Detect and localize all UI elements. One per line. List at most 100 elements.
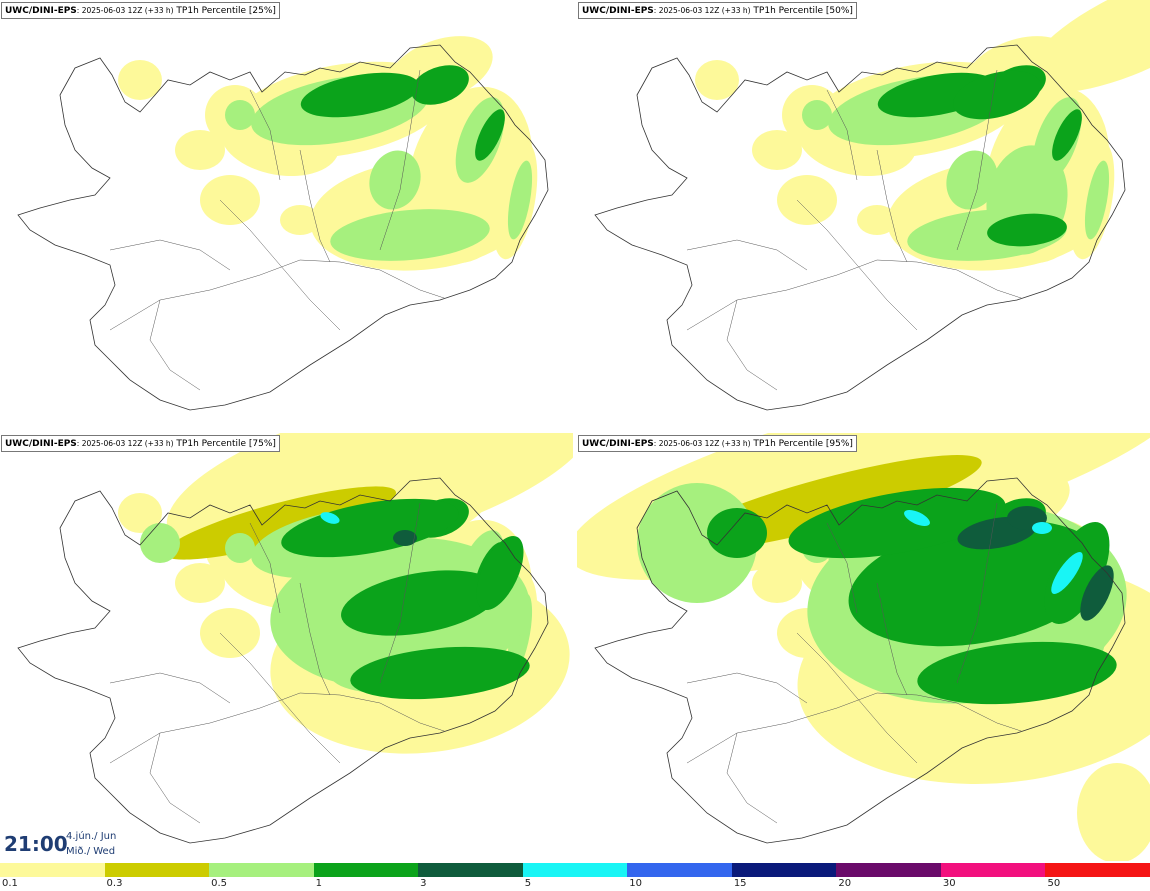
road-line bbox=[109, 239, 231, 271]
precip-area bbox=[225, 533, 255, 563]
coastline bbox=[17, 477, 549, 844]
precip-area bbox=[788, 487, 1006, 559]
precip-area bbox=[1052, 109, 1082, 161]
road-line bbox=[686, 692, 918, 764]
precip-area bbox=[953, 70, 1041, 120]
precip-area bbox=[118, 60, 162, 100]
road-line bbox=[916, 694, 1028, 734]
road-line bbox=[109, 672, 231, 704]
precip-area bbox=[140, 523, 180, 563]
precip-area bbox=[200, 608, 260, 658]
precip-area bbox=[411, 65, 469, 105]
legend-label: 3 bbox=[420, 878, 427, 889]
road-line bbox=[339, 694, 451, 734]
road-line bbox=[686, 672, 808, 704]
valid-time: 21:00 bbox=[4, 832, 68, 856]
road-line bbox=[726, 732, 778, 824]
legend-label: 5 bbox=[524, 878, 532, 889]
road-line bbox=[876, 582, 908, 696]
precip-area bbox=[330, 209, 490, 261]
panel-run: : 2025-06-03 12Z (+33 h) bbox=[76, 6, 174, 15]
road-line bbox=[149, 299, 201, 391]
road-line bbox=[149, 732, 201, 824]
precip-map-p50 bbox=[594, 0, 1150, 411]
legend-swatch bbox=[836, 863, 941, 877]
precip-area bbox=[1051, 552, 1083, 594]
road-line bbox=[686, 259, 918, 331]
precip-area bbox=[200, 175, 260, 225]
road-line bbox=[686, 239, 808, 271]
precip-area bbox=[848, 519, 1106, 647]
precip-area bbox=[1032, 522, 1052, 534]
precip-field bbox=[118, 433, 573, 754]
road-line bbox=[796, 632, 918, 764]
precip-field bbox=[695, 0, 1150, 271]
coastline bbox=[594, 477, 1126, 844]
road-line bbox=[299, 582, 331, 696]
legend-swatch bbox=[731, 863, 837, 877]
panel-source: UWC/DINI-EPS bbox=[5, 439, 77, 449]
panel-source: UWC/DINI-EPS bbox=[5, 6, 77, 16]
road-line bbox=[726, 299, 778, 391]
road-line bbox=[299, 149, 331, 263]
legend-color-bar bbox=[0, 863, 1150, 877]
precip-area bbox=[695, 60, 739, 100]
road-line bbox=[916, 261, 1028, 301]
precip-area bbox=[118, 493, 162, 533]
precip-area bbox=[1026, 0, 1150, 93]
precip-area bbox=[946, 150, 998, 210]
precip-map-p25 bbox=[17, 36, 549, 411]
precip-area bbox=[175, 130, 225, 170]
precip-area bbox=[393, 530, 417, 546]
precip-area bbox=[752, 130, 802, 170]
panel-run: : 2025-06-03 12Z (+33 h) bbox=[653, 6, 751, 15]
precip-area bbox=[350, 646, 530, 700]
road-line bbox=[249, 89, 281, 181]
precip-map-p75 bbox=[17, 433, 573, 844]
precip-area bbox=[175, 563, 225, 603]
road-line bbox=[876, 149, 908, 263]
precip-area bbox=[300, 72, 420, 118]
legend-swatch bbox=[418, 863, 523, 877]
panel-field: TP1h Percentile [95%] bbox=[750, 439, 853, 449]
valid-weekday: Mið./ Wed bbox=[66, 846, 116, 857]
legend-label: 15 bbox=[733, 878, 747, 889]
road-line bbox=[956, 69, 998, 251]
road-line bbox=[826, 89, 858, 181]
panel-field: TP1h Percentile [75%] bbox=[173, 439, 276, 449]
precip-area bbox=[707, 508, 767, 558]
legend-swatch bbox=[627, 863, 732, 877]
legend-swatch bbox=[0, 863, 105, 877]
road-line bbox=[339, 261, 451, 301]
legend-label: 20 bbox=[838, 878, 852, 889]
legend-swatch bbox=[940, 863, 1046, 877]
legend-swatch bbox=[313, 863, 419, 877]
road-line bbox=[826, 522, 858, 614]
road-line bbox=[796, 199, 918, 331]
panel-title: UWC/DINI-EPS: 2025-06-03 12Z (+33 h) TP1… bbox=[1, 435, 280, 452]
road-line bbox=[109, 259, 341, 331]
map-panel-p25: UWC/DINI-EPS: 2025-06-03 12Z (+33 h) TP1… bbox=[0, 0, 573, 428]
panel-run: : 2025-06-03 12Z (+33 h) bbox=[76, 439, 174, 448]
legend-label: 1 bbox=[315, 878, 322, 889]
legend-label: 50 bbox=[1047, 878, 1061, 889]
map-panel-p75: UWC/DINI-EPS: 2025-06-03 12Z (+33 h) TP1… bbox=[0, 433, 573, 861]
precip-area bbox=[475, 109, 505, 161]
panel-title: UWC/DINI-EPS: 2025-06-03 12Z (+33 h) TP1… bbox=[578, 435, 857, 452]
legend-swatch bbox=[104, 863, 210, 877]
precip-area bbox=[752, 563, 802, 603]
precip-area bbox=[369, 150, 421, 210]
panel-field: TP1h Percentile [25%] bbox=[173, 6, 276, 16]
legend-label: 0.1 bbox=[2, 878, 18, 889]
road-line bbox=[219, 199, 341, 331]
panel-field: TP1h Percentile [50%] bbox=[750, 6, 853, 16]
valid-date: 4.jún./ Jun bbox=[66, 831, 117, 842]
precip-area bbox=[904, 509, 930, 527]
precip-map-p95 bbox=[577, 433, 1150, 861]
panel-title: UWC/DINI-EPS: 2025-06-03 12Z (+33 h) TP1… bbox=[578, 2, 857, 19]
precip-area bbox=[341, 570, 499, 636]
road-line bbox=[109, 692, 341, 764]
panel-source: UWC/DINI-EPS bbox=[582, 439, 654, 449]
legend-label: 30 bbox=[942, 878, 956, 889]
precip-area bbox=[280, 205, 320, 235]
